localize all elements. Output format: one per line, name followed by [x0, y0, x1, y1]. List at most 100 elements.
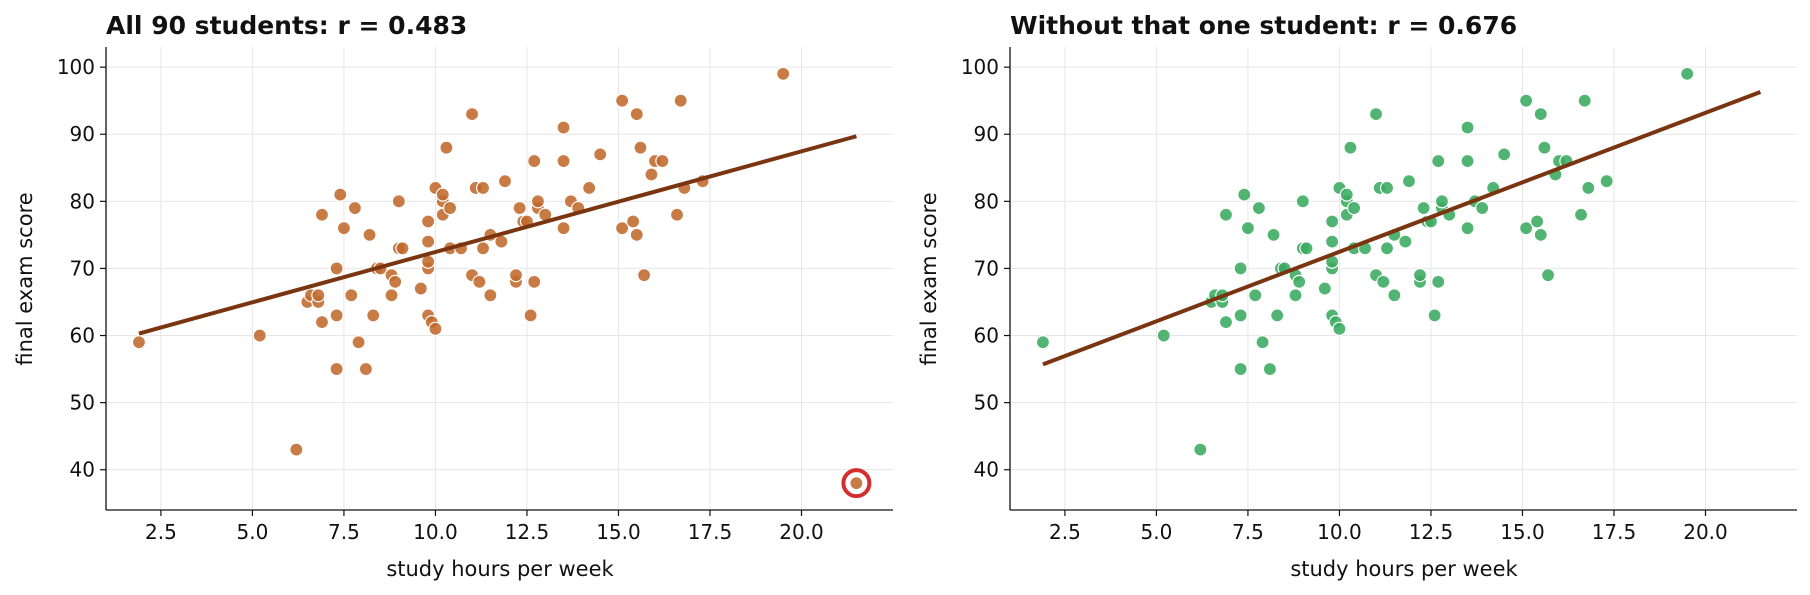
right-x-tick-label: 2.5 [1049, 520, 1081, 544]
right-data-point [1573, 207, 1589, 222]
right-data-point [1475, 200, 1490, 216]
right-data-point [1376, 274, 1391, 289]
right-data-point [1379, 241, 1395, 256]
left-data-point [556, 120, 571, 135]
left-data-point [439, 140, 454, 155]
right-data-point [1237, 187, 1252, 202]
left-x-tick-label: 17.5 [688, 520, 733, 544]
right-data-point [1577, 93, 1592, 108]
right-data-point [1193, 442, 1208, 457]
right-scatter-panel: Without that one student: r = 0.676 stud… [917, 11, 1797, 581]
right-data-point [1680, 66, 1695, 81]
right-data-point [1270, 308, 1285, 323]
right-data-point [1460, 153, 1475, 169]
left-data-point [776, 66, 791, 81]
right-data-point [1368, 107, 1384, 122]
left-data-point [252, 328, 267, 343]
left-data-point [428, 321, 443, 336]
right-regression-line [1042, 90, 1762, 367]
right-data-point [1519, 93, 1534, 108]
left-data-point [442, 200, 458, 216]
left-data-point [131, 335, 147, 350]
left-data-point [530, 194, 546, 209]
right-data-point [1266, 227, 1281, 242]
right-y-tick-label: 40 [974, 458, 999, 482]
left-data-point [849, 476, 864, 491]
left-x-axis-label: study hours per week [386, 557, 614, 581]
left-x-tick-label: 5.0 [237, 520, 269, 544]
right-data-point [1248, 288, 1263, 303]
right-data-point [1431, 153, 1446, 169]
right-data-point [1460, 221, 1475, 236]
right-data-point [1156, 328, 1171, 343]
left-data-point [669, 207, 685, 222]
right-data-point [1332, 321, 1347, 336]
right-panel-title: Without that one student: r = 0.676 [1010, 11, 1517, 40]
left-data-point [329, 261, 344, 276]
right-data-point [1233, 261, 1248, 276]
left-y-tick-label: 90 [70, 122, 95, 146]
right-data-point [1325, 214, 1340, 229]
right-data-point [1460, 120, 1475, 135]
right-data-point [1398, 234, 1413, 249]
right-data-point [1255, 335, 1270, 350]
left-y-tick-label: 80 [70, 189, 95, 213]
right-data-point [1346, 200, 1362, 216]
right-y-tick-label: 90 [974, 122, 999, 146]
left-data-point [362, 227, 377, 242]
left-y-tick-label: 50 [70, 391, 95, 415]
right-data-point [1533, 107, 1548, 122]
left-data-point [644, 167, 659, 182]
left-gridlines [106, 47, 893, 510]
right-data-point [1317, 281, 1332, 296]
right-y-tick-label: 70 [974, 256, 999, 280]
left-x-tick-label: 7.5 [328, 520, 360, 544]
left-x-tick-label: 20.0 [779, 520, 824, 544]
left-data-point [366, 308, 381, 323]
left-data-point [329, 361, 344, 377]
right-data-point [1035, 335, 1051, 350]
left-x-tick-label: 10.0 [413, 520, 458, 544]
right-x-tick-label: 12.5 [1409, 520, 1454, 544]
left-data-point [483, 288, 498, 303]
left-data-point [556, 153, 571, 169]
left-data-point [615, 221, 630, 236]
left-data-point [636, 268, 652, 283]
left-x-tick-label: 2.5 [145, 520, 177, 544]
right-data-point [1343, 140, 1358, 155]
right-data-point [1401, 174, 1417, 189]
right-x-tick-label: 15.0 [1500, 520, 1545, 544]
right-data-point [1537, 140, 1552, 155]
right-x-tick-label: 17.5 [1592, 520, 1637, 544]
left-regression-line [138, 134, 857, 336]
left-data-point [347, 200, 363, 216]
right-data-point [1218, 207, 1234, 222]
left-y-tick-label: 70 [70, 256, 95, 280]
right-x-tick-label: 10.0 [1317, 520, 1362, 544]
right-data-point [1233, 308, 1248, 323]
left-data-point [413, 281, 428, 296]
left-data-point [351, 335, 366, 350]
left-data-point [593, 147, 608, 162]
left-data-point [633, 140, 648, 155]
right-data-point [1530, 214, 1545, 229]
left-data-point [333, 187, 348, 202]
left-y-tick-label: 60 [70, 324, 95, 348]
right-x-tick-label: 5.0 [1141, 520, 1173, 544]
left-data-point [472, 274, 487, 289]
right-y-tick-label: 100 [961, 55, 999, 79]
left-y-axis-label: final exam score [13, 192, 37, 365]
right-data-point [1288, 288, 1303, 303]
left-y-tick-label: 40 [70, 458, 95, 482]
left-data-point [388, 274, 403, 289]
right-y-tick-label: 80 [974, 189, 999, 213]
left-outlier-highlight-ring [841, 468, 872, 499]
left-data-point [336, 221, 352, 236]
right-y-tick-label: 50 [974, 391, 999, 415]
right-y-tick-label: 60 [974, 324, 999, 348]
right-y-axis-label: final exam score [917, 192, 941, 365]
right-data-point [1519, 221, 1534, 236]
left-data-point [391, 194, 406, 209]
right-x-tick-label: 20.0 [1683, 520, 1728, 544]
